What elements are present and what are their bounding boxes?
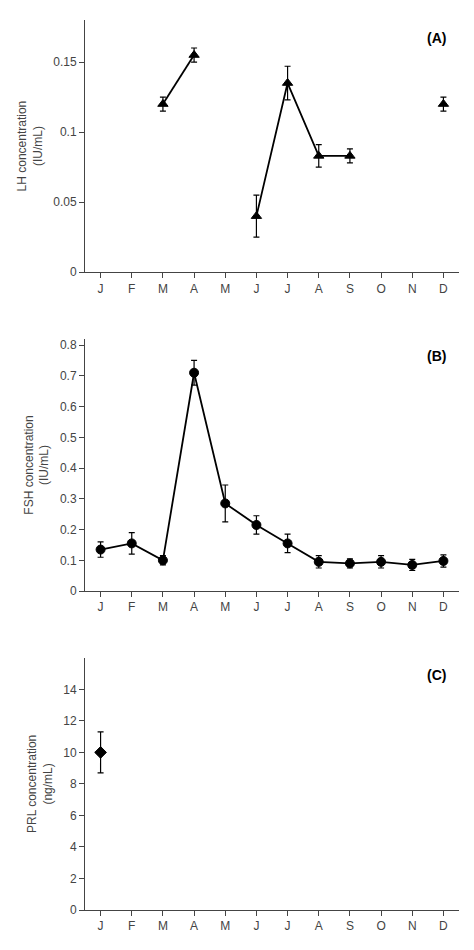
svg-text:FSH concentration(IU/mL): FSH concentration(IU/mL): [22, 415, 52, 514]
svg-text:D: D: [439, 282, 448, 296]
svg-text:4: 4: [70, 840, 77, 854]
svg-text:N: N: [408, 282, 417, 296]
svg-text:0: 0: [70, 903, 77, 917]
svg-text:A: A: [190, 919, 198, 933]
svg-text:M: M: [158, 919, 168, 933]
svg-text:S: S: [346, 282, 354, 296]
svg-text:J: J: [98, 919, 104, 933]
svg-text:J: J: [253, 600, 259, 614]
svg-text:S: S: [346, 919, 354, 933]
svg-text:0: 0: [70, 265, 77, 279]
svg-text:0.1: 0.1: [60, 125, 77, 139]
svg-text:0.1: 0.1: [60, 554, 77, 568]
svg-text:M: M: [220, 600, 230, 614]
svg-text:F: F: [128, 282, 135, 296]
svg-text:14: 14: [63, 683, 77, 697]
svg-text:D: D: [439, 600, 448, 614]
svg-text:S: S: [346, 600, 354, 614]
svg-text:0.6: 0.6: [60, 400, 77, 414]
svg-text:0.4: 0.4: [60, 461, 77, 475]
svg-text:0.5: 0.5: [60, 431, 77, 445]
svg-text:0.8: 0.8: [60, 338, 77, 352]
svg-text:10: 10: [63, 746, 77, 760]
svg-text:M: M: [158, 282, 168, 296]
svg-text:J: J: [98, 600, 104, 614]
svg-text:O: O: [376, 600, 385, 614]
svg-text:F: F: [128, 600, 135, 614]
svg-text:PRL concentration(ng/mL): PRL concentration(ng/mL): [25, 735, 55, 833]
svg-text:0.05: 0.05: [53, 195, 77, 209]
svg-text:J: J: [285, 600, 291, 614]
svg-text:M: M: [158, 600, 168, 614]
svg-text:(A): (A): [427, 30, 446, 46]
svg-text:J: J: [253, 282, 259, 296]
svg-text:J: J: [253, 919, 259, 933]
svg-text:O: O: [376, 919, 385, 933]
svg-text:0.15: 0.15: [53, 55, 77, 69]
svg-text:A: A: [315, 919, 323, 933]
svg-text:J: J: [285, 919, 291, 933]
svg-text:O: O: [376, 282, 385, 296]
svg-text:N: N: [408, 600, 417, 614]
svg-text:0: 0: [70, 584, 77, 598]
svg-text:F: F: [128, 919, 135, 933]
svg-text:(C): (C): [427, 667, 446, 683]
svg-text:8: 8: [70, 777, 77, 791]
svg-text:J: J: [98, 282, 104, 296]
svg-text:0.7: 0.7: [60, 369, 77, 383]
svg-text:A: A: [190, 600, 198, 614]
svg-text:D: D: [439, 919, 448, 933]
svg-text:J: J: [285, 282, 291, 296]
svg-text:2: 2: [70, 872, 77, 886]
svg-text:LH concentration(IU/mL): LH concentration(IU/mL): [15, 101, 45, 192]
svg-text:0.2: 0.2: [60, 523, 77, 537]
svg-text:A: A: [190, 282, 198, 296]
svg-text:0.3: 0.3: [60, 492, 77, 506]
svg-text:M: M: [220, 919, 230, 933]
svg-text:6: 6: [70, 809, 77, 823]
svg-text:12: 12: [63, 714, 77, 728]
svg-text:A: A: [315, 282, 323, 296]
svg-text:(B): (B): [427, 348, 446, 364]
svg-text:A: A: [315, 600, 323, 614]
svg-text:N: N: [408, 919, 417, 933]
svg-text:M: M: [220, 282, 230, 296]
